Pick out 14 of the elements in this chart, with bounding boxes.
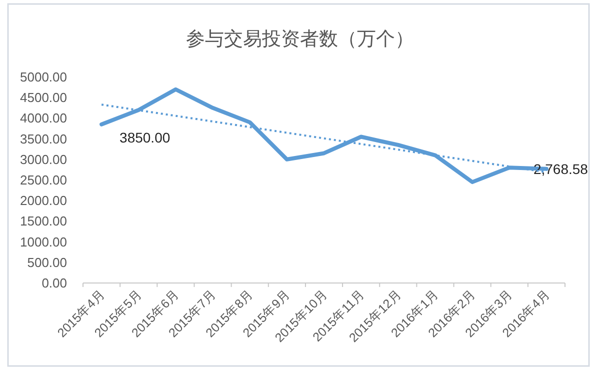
y-tick-label: 4000.00: [20, 110, 67, 126]
y-tick-label: 1500.00: [20, 214, 67, 229]
y-tick-label: 1000.00: [20, 234, 67, 250]
y-tick-label: 3000.00: [20, 152, 67, 167]
chart-title: 参与交易投资者数（万个）: [186, 28, 414, 50]
y-tick-label: 0.00: [42, 276, 67, 290]
y-tick-label: 5000.00: [20, 70, 67, 84]
y-tick-label: 3500.00: [20, 131, 67, 146]
y-tick-label: 500.00: [27, 254, 67, 270]
y-tick-label: 2500.00: [20, 172, 67, 188]
y-tick-label: 2000.00: [20, 193, 67, 208]
data-label: 3850.00: [120, 129, 170, 146]
y-tick-label: 4500.00: [20, 90, 67, 106]
data-label: 2,768.58: [533, 160, 588, 177]
